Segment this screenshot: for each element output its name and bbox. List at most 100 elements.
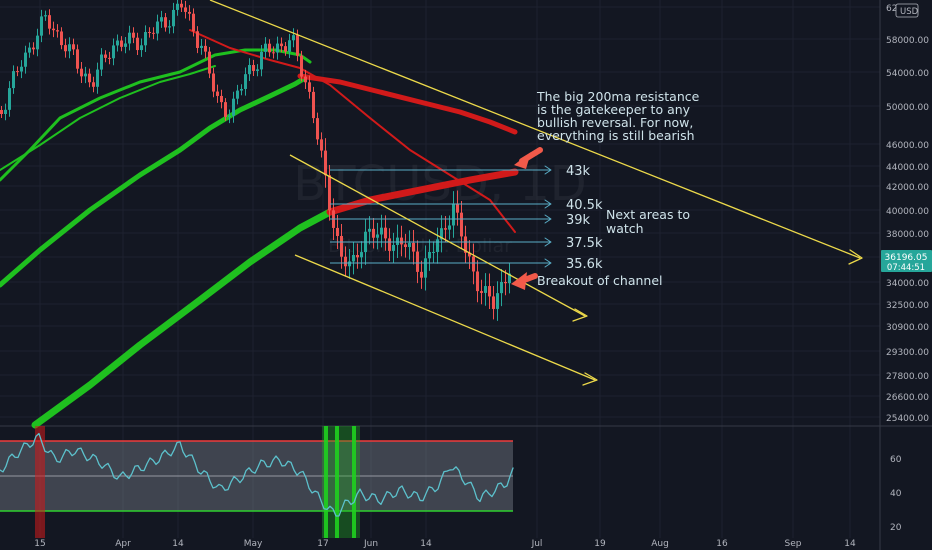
candle-body	[16, 71, 19, 73]
candle-body	[388, 238, 391, 251]
resistance-note-line: is the gatekeeper to any	[537, 102, 691, 117]
candle-body	[328, 175, 331, 211]
resistance-note-line: bullish reversal. For now,	[537, 115, 693, 130]
candle-body	[232, 98, 235, 116]
candle-body	[488, 286, 491, 297]
candle-body	[376, 234, 379, 238]
candle-body	[180, 3, 183, 8]
candle-body	[8, 88, 11, 110]
candle-body	[84, 73, 87, 77]
candle-body	[88, 73, 91, 83]
candle-body	[212, 73, 215, 92]
candle-body	[344, 256, 347, 267]
candle-body	[156, 21, 159, 34]
candle-body	[240, 88, 243, 91]
price-tick: 58000.00	[886, 36, 929, 46]
candle-body	[336, 227, 339, 236]
candle-body	[168, 26, 171, 28]
candle-body	[236, 90, 239, 99]
candle-body	[368, 228, 371, 232]
ma-200	[31, 208, 334, 429]
candle-body	[160, 17, 163, 22]
candlestick-series	[0, 0, 511, 321]
time-tick: 14	[172, 539, 184, 549]
price-tick: 62	[886, 4, 897, 14]
time-tick: Aug	[651, 539, 669, 549]
candle-body	[392, 244, 395, 251]
resistance-note-line: The big 200ma resistance	[536, 89, 700, 104]
candle-body	[228, 115, 231, 117]
candle-body	[348, 261, 351, 267]
candle-body	[416, 251, 419, 272]
candle-body	[140, 45, 143, 51]
price-tick: 50000.00	[886, 103, 929, 113]
candle-body	[256, 69, 259, 71]
candle-body	[196, 31, 199, 48]
price-tick: 32500.00	[886, 301, 929, 311]
candle-body	[136, 37, 139, 51]
candle-body	[164, 17, 167, 28]
channel-upper	[289, 154, 586, 317]
watermark-subtitle: Bitcoin / U.S. Dollar	[328, 235, 512, 257]
price-tick: 42000.00	[886, 183, 929, 193]
candle-body	[380, 227, 383, 235]
candle-body	[188, 11, 191, 14]
candle-body	[172, 9, 175, 27]
channel-lower-arrow	[582, 372, 598, 386]
candle-body	[112, 45, 115, 59]
time-axis[interactable]: 15 Apr 14 May 17 Jun 14 Jul 19 Aug 16 Sep 14	[34, 539, 856, 549]
candle-body	[304, 76, 307, 83]
candle-body	[288, 40, 291, 52]
candle-body	[436, 239, 439, 252]
candle-body	[352, 254, 355, 262]
countdown-label: 07:44:51	[887, 263, 925, 273]
candle-body	[496, 293, 499, 309]
level-arrow	[544, 165, 552, 175]
candle-body	[92, 82, 95, 87]
candle-body	[52, 28, 55, 31]
candle-body	[132, 32, 135, 38]
candle-body	[508, 273, 511, 284]
oscillator-tick: 40	[890, 489, 902, 499]
time-tick: Sep	[785, 539, 802, 549]
candle-body	[372, 228, 375, 238]
currency-label: USD	[900, 7, 919, 17]
candle-body	[192, 13, 195, 32]
candle-body	[272, 52, 275, 54]
resistance-note-line: everything is still bearish	[537, 128, 695, 143]
candle-body	[476, 271, 479, 292]
candle-body	[480, 291, 483, 293]
candle-body	[444, 228, 447, 230]
candle-body	[456, 203, 459, 213]
time-tick: Jul	[531, 539, 543, 549]
level-arrow	[544, 199, 552, 209]
candle-body	[320, 139, 323, 151]
candle-body	[72, 44, 75, 50]
price-tick: 30900.00	[886, 323, 929, 333]
level-arrow	[544, 258, 552, 268]
last-price-badge	[881, 250, 932, 272]
candle-body	[152, 32, 155, 34]
candle-body	[492, 296, 495, 309]
price-axis[interactable]: 62 58000.00 54000.00 50000.00 46000.00 44000.…	[881, 3, 932, 533]
candle-body	[428, 251, 431, 259]
candle-body	[284, 46, 287, 52]
candle-body	[424, 258, 427, 278]
candle-body	[144, 32, 147, 46]
candle-body	[268, 43, 271, 53]
candle-body	[80, 68, 83, 77]
time-tick: Jun	[363, 539, 378, 549]
candle-body	[312, 91, 315, 119]
candle-body	[12, 71, 15, 89]
candle-body	[220, 95, 223, 103]
level-label: 40.5k	[566, 198, 603, 213]
candle-body	[0, 110, 3, 114]
candle-body	[100, 54, 103, 70]
candle-body	[148, 32, 151, 34]
channel-lower	[294, 254, 596, 381]
candle-body	[40, 16, 43, 36]
candle-body	[244, 74, 247, 89]
